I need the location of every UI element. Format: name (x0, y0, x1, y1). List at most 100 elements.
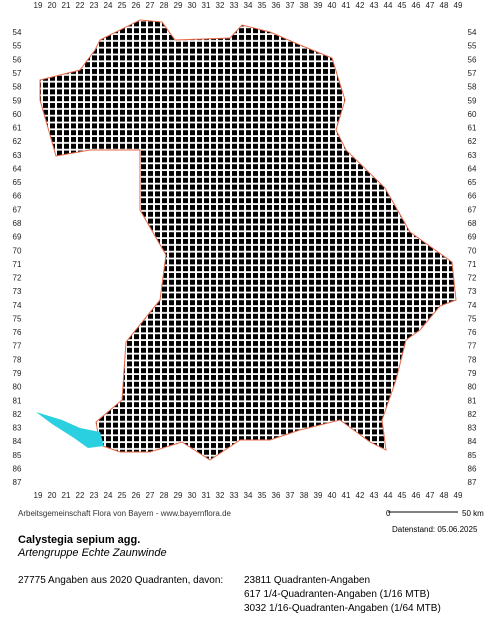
column-label: 47 (426, 1, 435, 10)
row-label: 81 (468, 396, 477, 405)
row-label: 64 (468, 164, 477, 173)
row-label: 62 (468, 137, 477, 146)
column-label: 33 (230, 491, 239, 500)
column-label: 49 (454, 1, 463, 10)
row-label: 84 (468, 437, 477, 446)
scale-start: 0 (386, 509, 391, 518)
row-label: 55 (13, 42, 22, 51)
column-label: 34 (244, 1, 253, 10)
row-label: 66 (13, 192, 22, 201)
row-label: 77 (468, 342, 477, 351)
row-label: 75 (468, 314, 477, 323)
column-label: 41 (342, 1, 351, 10)
column-label: 41 (342, 491, 351, 500)
column-label: 19 (34, 1, 43, 10)
column-label: 49 (454, 491, 463, 500)
row-label: 56 (468, 55, 477, 64)
summary: 27775 Angaben aus 2020 Quadranten, davon… (18, 575, 224, 586)
row-label: 59 (13, 96, 22, 105)
row-label: 57 (13, 69, 22, 78)
column-label: 44 (384, 491, 393, 500)
row-label: 75 (13, 314, 22, 323)
row-label: 71 (468, 260, 477, 269)
column-label: 35 (258, 491, 267, 500)
common-name: Artengruppe Echte Zaunwinde (18, 547, 167, 559)
column-label: 19 (34, 491, 43, 500)
row-label: 87 (13, 478, 22, 487)
row-label: 61 (468, 124, 477, 133)
row-label: 68 (468, 219, 477, 228)
column-label: 42 (356, 491, 365, 500)
column-label: 21 (62, 491, 71, 500)
stat-line: 617 1/4-Quadranten-Angaben (1/16 MTB) (244, 589, 430, 600)
row-label: 67 (468, 205, 477, 214)
column-label: 31 (202, 1, 211, 10)
column-label: 25 (118, 491, 127, 500)
row-label: 61 (13, 124, 22, 133)
row-label: 71 (13, 260, 22, 269)
column-label: 34 (244, 491, 253, 500)
column-label: 28 (160, 491, 169, 500)
column-label: 29 (174, 1, 183, 10)
row-label: 55 (468, 42, 477, 51)
row-label: 83 (468, 424, 477, 433)
column-label: 46 (412, 1, 421, 10)
scale-end: 50 km (462, 509, 484, 518)
row-label: 72 (468, 274, 477, 283)
column-label: 38 (300, 491, 309, 500)
row-label: 70 (13, 246, 22, 255)
column-label: 43 (370, 1, 379, 10)
row-label: 69 (13, 233, 22, 242)
column-label: 40 (328, 491, 337, 500)
column-label: 48 (440, 491, 449, 500)
column-label: 47 (426, 491, 435, 500)
row-label: 82 (468, 410, 477, 419)
row-label: 81 (13, 396, 22, 405)
column-label: 42 (356, 1, 365, 10)
row-label: 66 (468, 192, 477, 201)
row-label: 86 (468, 464, 477, 473)
row-label: 59 (468, 96, 477, 105)
column-label: 31 (202, 491, 211, 500)
row-label: 68 (13, 219, 22, 228)
row-label: 60 (13, 110, 22, 119)
column-label: 40 (328, 1, 337, 10)
row-label: 76 (13, 328, 22, 337)
column-label: 30 (188, 491, 197, 500)
column-label: 32 (216, 1, 225, 10)
row-label: 74 (468, 301, 477, 310)
row-label: 78 (13, 355, 22, 364)
column-label: 22 (76, 491, 85, 500)
column-label: 23 (90, 491, 99, 500)
stat-line: 23811 Quadranten-Angaben (244, 575, 371, 586)
column-label: 22 (76, 1, 85, 10)
row-label: 76 (468, 328, 477, 337)
column-label: 26 (132, 491, 141, 500)
row-label: 73 (468, 287, 477, 296)
column-label: 21 (62, 1, 71, 10)
row-label: 65 (13, 178, 22, 187)
row-label: 58 (468, 83, 477, 92)
row-label: 64 (13, 164, 22, 173)
column-label: 23 (90, 1, 99, 10)
state-border (39, 19, 457, 461)
column-label: 24 (104, 491, 113, 500)
column-label: 33 (230, 1, 239, 10)
column-label: 43 (370, 491, 379, 500)
row-label: 73 (13, 287, 22, 296)
column-label: 20 (48, 1, 57, 10)
species-name: Calystegia sepium agg. (18, 534, 141, 546)
column-label: 27 (146, 1, 155, 10)
row-label: 65 (468, 178, 477, 187)
column-label: 26 (132, 1, 141, 10)
row-label: 77 (13, 342, 22, 351)
stat-line: 3032 1/16-Quadranten-Angaben (1/64 MTB) (244, 603, 441, 614)
column-label: 37 (286, 1, 295, 10)
column-label: 38 (300, 1, 309, 10)
row-label: 87 (468, 478, 477, 487)
row-label: 80 (13, 383, 22, 392)
column-label: 20 (48, 491, 57, 500)
row-label: 86 (13, 464, 22, 473)
